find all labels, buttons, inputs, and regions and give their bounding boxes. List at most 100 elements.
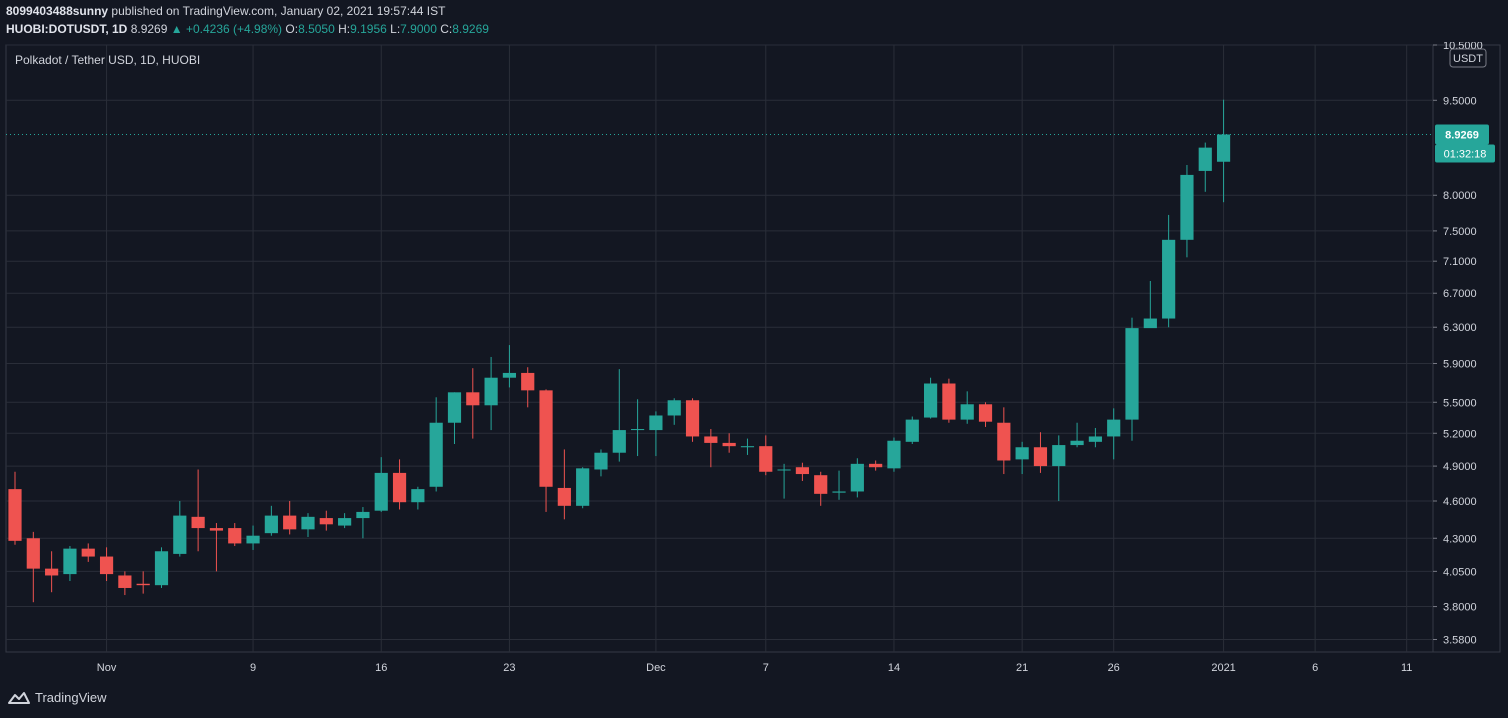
candle-body [264, 515, 278, 534]
candle-body [759, 446, 773, 472]
y-tick-label: 10.5000 [1443, 42, 1483, 52]
candle-body [1125, 328, 1139, 420]
currency-label: USDT [1453, 53, 1483, 65]
candle-body [246, 535, 260, 544]
candle-body [740, 446, 755, 448]
candle-body [612, 430, 626, 453]
y-tick-label: 7.1000 [1443, 256, 1477, 268]
candle-body [704, 436, 718, 443]
candle-body [631, 429, 645, 431]
candle-body [392, 472, 407, 503]
candle-body [484, 377, 498, 406]
candle-body [942, 383, 956, 420]
candle-body [814, 475, 828, 494]
candle-body [1198, 147, 1212, 171]
last-price-tag [1435, 124, 1489, 145]
y-tick-label: 5.2000 [1443, 428, 1477, 440]
candle-body [777, 469, 791, 471]
candle-body [228, 528, 242, 544]
candle-body [356, 511, 370, 519]
candle-body [502, 372, 517, 378]
x-tick-label: 14 [888, 662, 900, 674]
x-tick-label: Nov [97, 662, 117, 674]
y-tick-label: 7.5000 [1443, 226, 1477, 238]
candle-body [557, 487, 571, 506]
candle-body [539, 390, 553, 487]
candle-body [466, 392, 480, 406]
candle-body [1143, 318, 1157, 329]
candle-body [8, 489, 22, 541]
candle-body [1180, 174, 1194, 240]
candle-body [576, 468, 590, 506]
candle-body [209, 528, 224, 531]
open-label: O: [285, 22, 299, 36]
candle-body [99, 556, 114, 575]
y-tick-label: 4.9000 [1443, 461, 1477, 473]
tradingview-logo-icon [8, 691, 30, 704]
candle-body [1107, 419, 1121, 437]
candle-body [338, 518, 352, 526]
publish-text: published on TradingView.com, January 02… [111, 4, 446, 18]
author-name[interactable]: 8099403488sunny [6, 4, 109, 18]
candlestick-chart[interactable]: 10.5000 9.5000 8.0000 7.5000 7.1000 6.7000 6.3… [0, 42, 1508, 682]
candle-body [63, 548, 77, 575]
chart-title: Polkadot / Tether USD, 1D, HUOBI [15, 53, 200, 67]
candle-body [173, 515, 187, 554]
candle-body [887, 440, 901, 469]
close-value: 8.9269 [452, 22, 489, 36]
high-value: 9.1956 [350, 22, 387, 36]
candle-body [832, 491, 846, 493]
candle-body [905, 419, 919, 442]
low-value: 7.9000 [400, 22, 437, 36]
last-price: 8.9269 [130, 22, 168, 36]
candle-body [923, 383, 938, 418]
candle-body [722, 442, 736, 447]
high-label: H: [338, 22, 351, 36]
up-arrow-icon: ▲ [170, 22, 183, 36]
symbol-name: HUOBI:DOTUSDT, 1D [6, 22, 128, 36]
candle-body [649, 415, 663, 431]
tradingview-brand: TradingView [35, 690, 107, 705]
price-change: +0.4236 (+4.98%) [185, 22, 283, 36]
countdown-tag [1435, 144, 1495, 163]
candle-body [1162, 239, 1176, 319]
y-tick-label: 6.7000 [1443, 288, 1477, 300]
publish-info: 8099403488sunny published on TradingView… [6, 4, 445, 18]
y-tick-label: 5.5000 [1443, 397, 1477, 409]
currency-badge [1449, 48, 1487, 68]
candle-body [136, 583, 150, 586]
candle-body [447, 392, 462, 423]
candle-body [521, 372, 535, 391]
tradingview-logo[interactable]: TradingView [8, 690, 107, 705]
candle-body [301, 516, 315, 530]
candle-body [795, 467, 809, 475]
candle-body [978, 404, 993, 422]
candle-body [319, 518, 333, 525]
candle-body [81, 548, 95, 557]
chart-frame [5, 44, 1501, 653]
candle-body [118, 575, 132, 588]
y-tick-label: 5.9000 [1443, 358, 1477, 370]
x-tick-label: 26 [1108, 662, 1120, 674]
candle-body [45, 568, 59, 576]
candle-body [869, 463, 883, 468]
y-tick-label: 4.3000 [1443, 533, 1477, 545]
candle-body [850, 463, 864, 492]
candle-body [1052, 445, 1066, 467]
y-tick-label: 9.5000 [1443, 95, 1477, 107]
candle-body [960, 404, 974, 420]
candle-body [667, 400, 681, 416]
candle-body [26, 538, 40, 569]
y-tick-label: 3.5800 [1443, 635, 1477, 647]
x-tick-label: 23 [503, 662, 515, 674]
low-label: L: [390, 22, 401, 36]
x-tick-label: 2021 [1211, 662, 1235, 674]
candle-body [429, 422, 443, 487]
x-tick-label: 21 [1016, 662, 1028, 674]
candle-body [374, 472, 388, 511]
candle-body [997, 422, 1011, 461]
x-tick-label: 9 [250, 662, 256, 674]
y-tick-label: 8.0000 [1443, 190, 1477, 202]
x-tick-label: 6 [1312, 662, 1318, 674]
candle-body [1088, 436, 1102, 442]
